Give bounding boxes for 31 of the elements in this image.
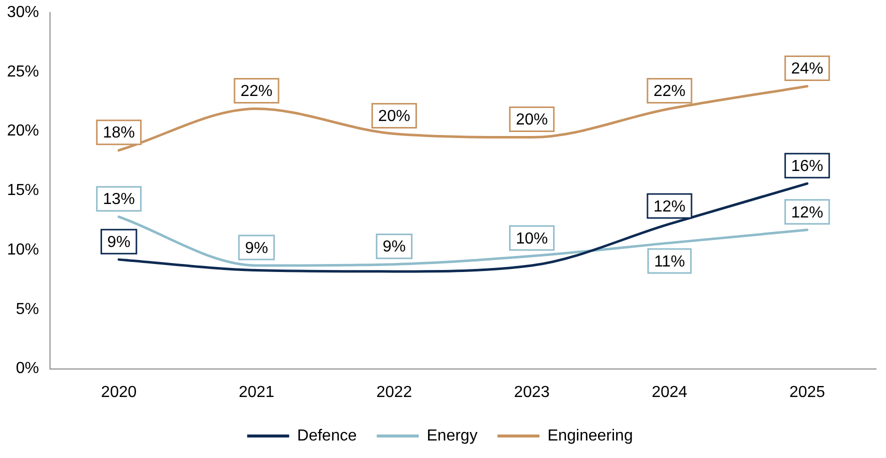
x-tick-label: 2025 bbox=[789, 384, 826, 401]
x-tick-label: 2024 bbox=[652, 384, 688, 401]
y-tick-label: 25% bbox=[6, 63, 40, 80]
x-tick-label: 2023 bbox=[514, 384, 550, 401]
data-label: 16% bbox=[791, 158, 824, 175]
y-tick-label: 20% bbox=[6, 122, 40, 140]
y-tick-label: 0% bbox=[16, 360, 40, 378]
data-label: 13% bbox=[102, 191, 135, 208]
legend-label: Engineering bbox=[547, 427, 633, 444]
data-label: 10% bbox=[516, 230, 548, 248]
data-label: 9% bbox=[244, 240, 268, 257]
x-tick-label: 2020 bbox=[101, 384, 137, 401]
data-label: 22% bbox=[240, 83, 273, 100]
data-label: 11% bbox=[654, 253, 685, 270]
data-label: 20% bbox=[378, 108, 410, 126]
data-label: 22% bbox=[653, 83, 686, 100]
y-tick-label: 5% bbox=[16, 300, 40, 318]
y-tick-label: 10% bbox=[6, 241, 40, 258]
data-label: 18% bbox=[102, 124, 135, 142]
x-tick-label: 2021 bbox=[238, 384, 274, 401]
y-tick-label: 15% bbox=[6, 182, 40, 200]
data-label: 20% bbox=[516, 112, 548, 129]
legend-label: Energy bbox=[426, 427, 478, 444]
data-label: 12% bbox=[653, 198, 686, 216]
y-tick-label: 30% bbox=[6, 4, 40, 22]
data-label: 12% bbox=[791, 204, 824, 222]
data-label: 9% bbox=[107, 234, 130, 251]
legend-label: Defence bbox=[297, 427, 357, 444]
x-tick-label: 2022 bbox=[376, 384, 412, 401]
data-label: 24% bbox=[791, 60, 824, 78]
data-label: 9% bbox=[382, 238, 406, 256]
